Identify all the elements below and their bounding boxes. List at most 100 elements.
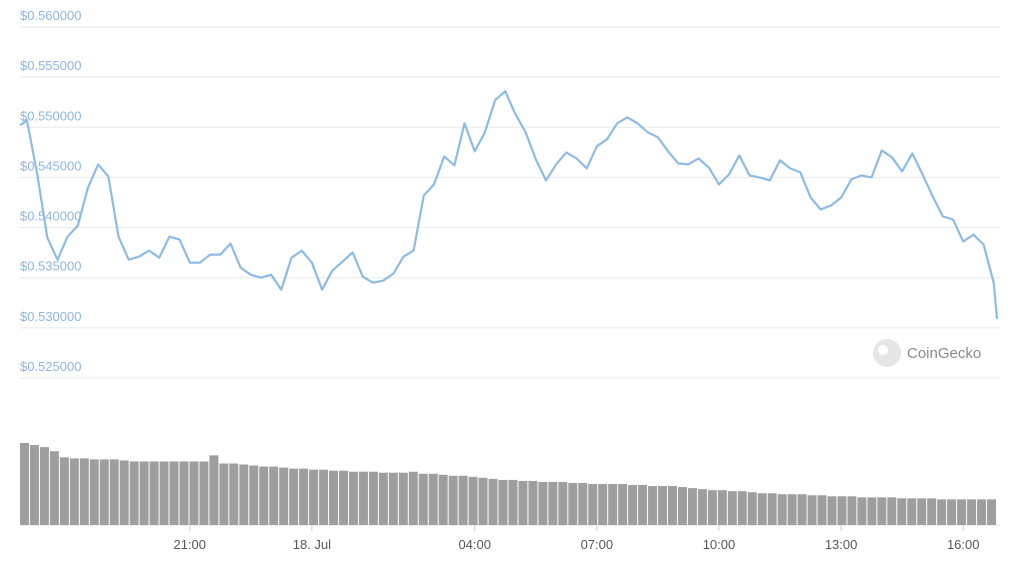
volume-bar xyxy=(827,496,837,525)
volume-bar xyxy=(498,479,508,525)
volume-bar xyxy=(129,461,139,525)
volume-bar xyxy=(279,467,289,525)
x-tick-label: 13:00 xyxy=(825,537,858,552)
y-tick-label: $0.525000 xyxy=(20,359,81,374)
volume-bar xyxy=(628,485,638,525)
volume-bar xyxy=(438,474,448,525)
volume-layer xyxy=(20,443,1000,526)
y-tick-label: $0.555000 xyxy=(20,58,81,73)
volume-bar xyxy=(877,497,887,525)
volume-bar xyxy=(249,465,259,525)
y-tick-label: $0.540000 xyxy=(20,209,81,224)
volume-bar xyxy=(408,471,418,525)
volume-bar xyxy=(109,459,119,525)
volume-bar xyxy=(299,468,309,525)
volume-bar xyxy=(528,480,538,525)
volume-bar xyxy=(787,494,797,525)
volume-bar xyxy=(857,497,867,525)
volume-bar xyxy=(677,487,687,525)
volume-bar xyxy=(69,458,79,525)
y-tick-label: $0.545000 xyxy=(20,158,81,173)
volume-bar xyxy=(568,482,578,525)
volume-bar xyxy=(777,494,787,525)
y-tick-label: $0.560000 xyxy=(20,8,81,23)
volume-bar xyxy=(907,498,917,525)
volume-bar xyxy=(448,475,458,525)
volume-bar xyxy=(239,464,249,525)
volume-bar xyxy=(558,481,568,525)
volume-bar xyxy=(967,499,977,525)
volume-bar xyxy=(508,479,518,525)
volume-bar xyxy=(139,461,149,525)
volume-bar xyxy=(189,461,199,525)
volume-bar xyxy=(219,463,229,525)
volume-bar xyxy=(368,471,378,525)
x-tick-label: 04:00 xyxy=(458,537,491,552)
volume-bar xyxy=(618,484,628,525)
volume-bar xyxy=(59,457,69,525)
volume-bar xyxy=(329,470,339,525)
volume-bar xyxy=(259,466,269,525)
volume-bar xyxy=(319,469,329,525)
volume-bar xyxy=(20,443,29,525)
volume-bar xyxy=(847,496,857,525)
volume-bar xyxy=(358,471,368,525)
volume-bar xyxy=(309,469,319,525)
volume-bar xyxy=(947,499,957,525)
volume-bar xyxy=(39,447,49,525)
volume-bar xyxy=(269,466,279,525)
volume-bar xyxy=(538,481,548,525)
x-tick-label: 18. Jul xyxy=(293,537,331,552)
volume-bar xyxy=(737,491,747,525)
volume-bar xyxy=(707,490,717,525)
watermark-logo-eye xyxy=(878,345,888,355)
price-layer: $0.525000 $0.530000 $0.535000 $0.540000 $0.5… xyxy=(19,8,1000,552)
volume-bar xyxy=(49,451,59,525)
volume-bar xyxy=(608,484,618,525)
volume-bar xyxy=(209,455,219,525)
volume-bar xyxy=(29,445,39,525)
volume-bar xyxy=(767,493,777,525)
y-tick-label: $0.530000 xyxy=(20,309,81,324)
volume-bar xyxy=(179,461,189,525)
volume-bar xyxy=(668,486,677,525)
volume-bar xyxy=(89,459,99,525)
x-tick-label: 16:00 xyxy=(947,537,980,552)
volume-bar xyxy=(917,498,927,525)
volume-bar xyxy=(518,480,528,525)
volume-bar xyxy=(418,473,428,525)
volume-bar xyxy=(927,498,937,525)
volume-bar xyxy=(658,486,668,525)
volume-bar xyxy=(548,481,558,525)
volume-bar xyxy=(428,473,438,525)
volume-bar xyxy=(977,499,987,525)
volume-bar xyxy=(159,461,169,525)
volume-bar xyxy=(578,482,588,525)
volume-bar xyxy=(717,490,727,525)
volume-bar xyxy=(727,491,737,525)
volume-bar xyxy=(957,499,967,525)
volume-bar xyxy=(488,478,498,525)
volume-bar xyxy=(398,472,408,525)
y-tick-label: $0.535000 xyxy=(20,259,81,274)
volume-bar xyxy=(348,471,358,525)
x-tick-label: 10:00 xyxy=(703,537,736,552)
volume-bar xyxy=(687,488,697,525)
volume-bar xyxy=(887,497,897,525)
volume-bar xyxy=(119,460,129,525)
volume-bar xyxy=(757,493,767,525)
y-tick-label: $0.550000 xyxy=(20,108,81,123)
volume-bar xyxy=(747,492,757,525)
price-line xyxy=(19,90,999,319)
volume-bar xyxy=(199,461,209,525)
volume-bar xyxy=(797,494,807,525)
volume-bar xyxy=(79,458,89,525)
volume-bar xyxy=(588,484,598,525)
watermark: CoinGecko xyxy=(873,339,981,367)
volume-bar xyxy=(339,470,348,525)
volume-bar xyxy=(478,477,488,525)
volume-bar xyxy=(149,461,159,525)
volume-bar xyxy=(289,468,299,525)
volume-bar xyxy=(817,495,827,525)
